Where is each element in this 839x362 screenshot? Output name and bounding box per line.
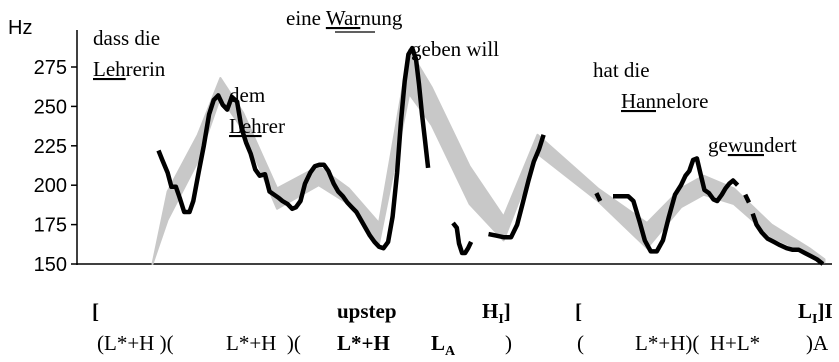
word-gewundert: gewundert — [708, 133, 797, 157]
word-gewundert-rest: dert — [764, 133, 797, 157]
word-gewundert-pre: ge — [708, 133, 728, 157]
word-eine: eine — [286, 6, 326, 30]
pitch-contour-segment-4 — [594, 192, 603, 202]
y-tick-label: 175 — [34, 215, 67, 237]
word-geben-will: geben will — [411, 37, 499, 61]
y-tick-label: 275 — [34, 57, 67, 79]
label-l-a-sub: A — [445, 344, 456, 359]
label-accent-1: (L*+H )( — [97, 331, 174, 355]
label-h-i-main: H — [482, 299, 498, 323]
label-l-i: LI]I — [798, 299, 833, 327]
label-accent-2: L*+H )( — [226, 331, 301, 355]
label-open-paren: ( — [577, 331, 584, 355]
y-tick-label: 200 — [34, 175, 67, 197]
label-upstep: upstep — [337, 299, 397, 323]
word-lehrerin: Lehrerin — [93, 57, 166, 81]
label-h-i-sub: I — [498, 312, 503, 327]
word-hannelore: Hannelore — [621, 89, 708, 113]
word-dass-die: dass die — [93, 26, 160, 50]
word-gewundert-stressed: wun — [728, 133, 765, 157]
pitch-contour-segment-5 — [613, 156, 740, 254]
word-lehrer-rest: rer — [262, 114, 285, 138]
y-tick-label: 250 — [34, 96, 67, 118]
word-lehrerin-rest: rerin — [126, 57, 166, 81]
word-lehrer-stressed: Leh — [229, 114, 262, 138]
word-hannelore-rest: nelore — [656, 89, 708, 113]
word-warnung-stressed: War — [326, 6, 360, 30]
phrase-bracket-open-2: [ — [575, 299, 582, 323]
label-accent-3: L*+H — [337, 331, 390, 355]
label-accent-end: )A — [806, 331, 829, 355]
y-axis-label: Hz — [8, 17, 32, 39]
label-accent-4: L*+H)( H+L* — [635, 331, 760, 355]
label-h-i-close: ] — [504, 299, 511, 323]
word-hannelore-stressed: Han — [621, 89, 656, 113]
label-close-paren: ) — [505, 331, 512, 355]
pitch-contour-segment-1 — [156, 45, 431, 251]
phrase-bracket-open-1: [ — [92, 299, 99, 323]
pitch-contour-segment-7 — [750, 212, 825, 266]
pitch-contour-segment-2 — [451, 221, 474, 256]
label-l-a: LA — [431, 331, 456, 359]
word-eine-warnung: eine Warnung — [286, 6, 403, 30]
y-tick-label: 225 — [34, 136, 67, 158]
y-ticks: 150 175 200 225 250 275 — [34, 57, 77, 276]
word-lehrerin-stressed: Leh — [93, 57, 126, 81]
pitch-contour-segment-6 — [743, 193, 752, 204]
label-l-i-main: L — [798, 299, 812, 323]
word-dem: dem — [229, 83, 265, 107]
label-l-i-close: ]I — [817, 299, 832, 323]
pitch-contour-segment-3 — [488, 134, 546, 240]
label-l-i-sub: I — [812, 312, 817, 327]
y-tick-label: 150 — [34, 254, 67, 276]
word-warnung-rest: nung — [360, 6, 403, 30]
word-lehrer: Lehrer — [229, 114, 285, 138]
label-l-a-main: L — [431, 331, 445, 355]
pitch-contour-layer — [156, 45, 825, 266]
label-h-i: HI] — [482, 299, 511, 327]
word-hat-die: hat die — [593, 58, 650, 82]
